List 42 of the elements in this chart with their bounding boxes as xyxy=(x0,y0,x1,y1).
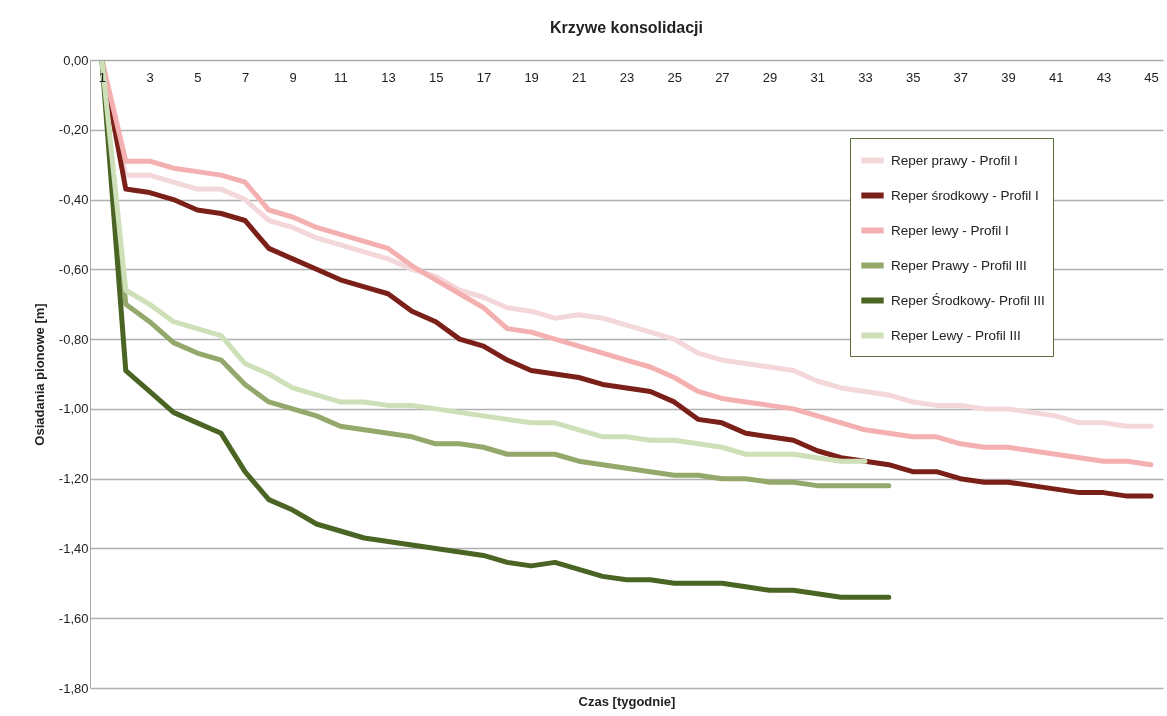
x-tick-label: 9 xyxy=(289,69,297,85)
x-tick-label: 27 xyxy=(715,69,730,85)
legend-label: Reper Środkowy- Profil III xyxy=(891,292,1045,308)
chart-title: Krzywe konsolidacji xyxy=(550,19,703,36)
x-tick-label: 37 xyxy=(953,69,969,85)
y-tick-label: -0,60 xyxy=(58,261,89,277)
x-tick-label: 29 xyxy=(762,69,778,85)
legend-label: Reper Prawy - Profil III xyxy=(891,257,1027,273)
y-axis-title: Osiadania pionowe [m] xyxy=(31,303,47,446)
x-tick-label: 31 xyxy=(810,69,825,85)
x-tick-label: 35 xyxy=(905,69,921,85)
y-tick-label: -1,20 xyxy=(58,471,89,487)
x-tick-label: 25 xyxy=(667,69,682,85)
x-tick-label: 43 xyxy=(1096,69,1112,85)
legend-label: Reper prawy - Profil I xyxy=(891,152,1018,168)
y-tick-label: -1,40 xyxy=(58,540,89,556)
y-tick-label: -1,60 xyxy=(58,610,89,626)
x-tick-label: 41 xyxy=(1048,69,1064,85)
legend-label: Reper Lewy - Profil III xyxy=(891,327,1021,343)
x-tick-label: 7 xyxy=(241,69,250,85)
y-tick-label: -1,80 xyxy=(58,680,89,696)
x-tick-label: 23 xyxy=(619,69,635,85)
y-tick-label: -0,40 xyxy=(58,192,89,208)
x-tick-label: 21 xyxy=(572,69,587,85)
x-tick-label: 1 xyxy=(98,69,107,85)
x-tick-label: 3 xyxy=(146,69,154,85)
y-tick-label: -0,80 xyxy=(58,331,89,347)
legend-label: Reper lewy - Profil I xyxy=(891,222,1009,238)
x-axis-title: Czas [tygodnie] xyxy=(578,693,676,709)
x-tick-label: 39 xyxy=(1001,69,1016,85)
x-tick-label: 15 xyxy=(429,69,444,85)
y-tick-label: 0,00 xyxy=(63,52,89,68)
x-tick-label: 5 xyxy=(194,69,202,85)
y-tick-label: -1,00 xyxy=(58,401,89,417)
x-tick-label: 11 xyxy=(334,69,348,85)
x-tick-label: 45 xyxy=(1144,69,1159,85)
x-tick-label: 33 xyxy=(858,69,873,85)
x-tick-label: 13 xyxy=(381,69,396,85)
y-tick-label: -0,20 xyxy=(58,122,89,138)
x-tick-label: 17 xyxy=(476,69,492,85)
legend-label: Reper środkowy - Profil I xyxy=(891,187,1039,203)
x-tick-label: 19 xyxy=(524,69,539,85)
